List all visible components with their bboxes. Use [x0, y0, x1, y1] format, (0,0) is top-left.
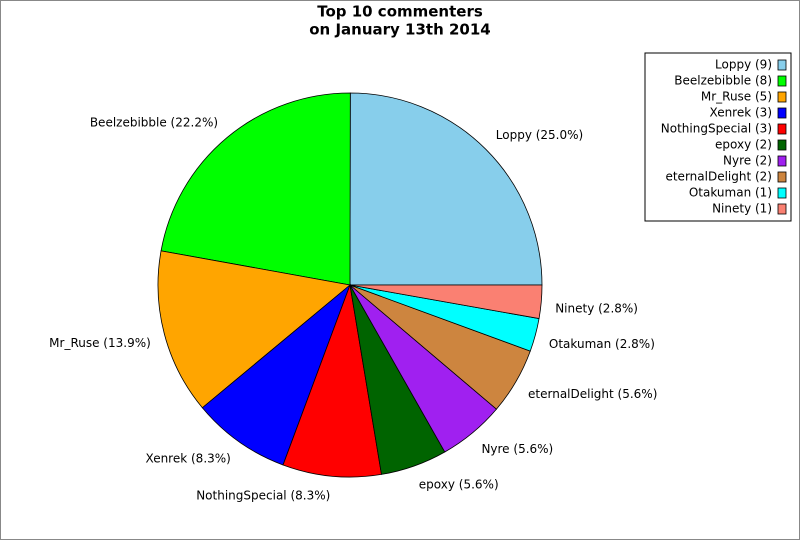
legend-label: Loppy (9) — [715, 58, 772, 72]
legend-swatch — [777, 107, 787, 119]
legend-box — [644, 52, 792, 222]
slice-label: NothingSpecial (8.3%) — [196, 489, 330, 503]
legend-label: NothingSpecial (3) — [661, 122, 772, 136]
pie-slice — [282, 283, 382, 478]
legend-label: Nyre (2) — [723, 154, 772, 168]
legend-label: Mr_Ruse (5) — [701, 90, 772, 104]
legend-label: eternalDelight (2) — [665, 170, 772, 184]
pie-slice — [160, 92, 351, 286]
chart-title: Top 10 commenters — [317, 3, 483, 21]
pie-slice — [201, 283, 351, 466]
legend-swatch — [777, 75, 787, 87]
legend-label: Ninety (1) — [712, 202, 772, 216]
legend-label: Beelzebibble (8) — [674, 74, 772, 88]
slice-label: Nyre (5.6%) — [481, 442, 553, 456]
legend-label: Xenrek (3) — [710, 106, 772, 120]
slice-label: eternalDelight (5.6%) — [528, 387, 657, 401]
legend-label: Otakuman (1) — [689, 186, 772, 200]
legend-swatch — [777, 171, 787, 183]
slice-label: Otakuman (2.8%) — [549, 337, 655, 351]
pie-slice — [349, 92, 543, 286]
legend-swatch — [777, 203, 787, 215]
legend-swatch — [777, 139, 787, 151]
legend-swatch — [777, 59, 787, 71]
slice-label: Beelzebibble (22.2%) — [90, 115, 218, 129]
slice-label: Ninety (2.8%) — [555, 302, 638, 316]
slice-label: epoxy (5.6%) — [419, 478, 499, 492]
pie-slice — [157, 250, 351, 409]
chart-title: on January 13th 2014 — [309, 21, 490, 39]
legend-label: epoxy (2) — [715, 138, 772, 152]
slice-label: Mr_Ruse (13.9%) — [49, 336, 151, 350]
legend-swatch — [777, 123, 787, 135]
legend-swatch — [777, 187, 787, 199]
legend-swatch — [777, 155, 787, 167]
slice-label: Xenrek (8.3%) — [146, 452, 231, 466]
slice-label: Loppy (25.0%) — [496, 128, 583, 142]
pie-slice — [349, 284, 543, 320]
legend-swatch — [777, 91, 787, 103]
